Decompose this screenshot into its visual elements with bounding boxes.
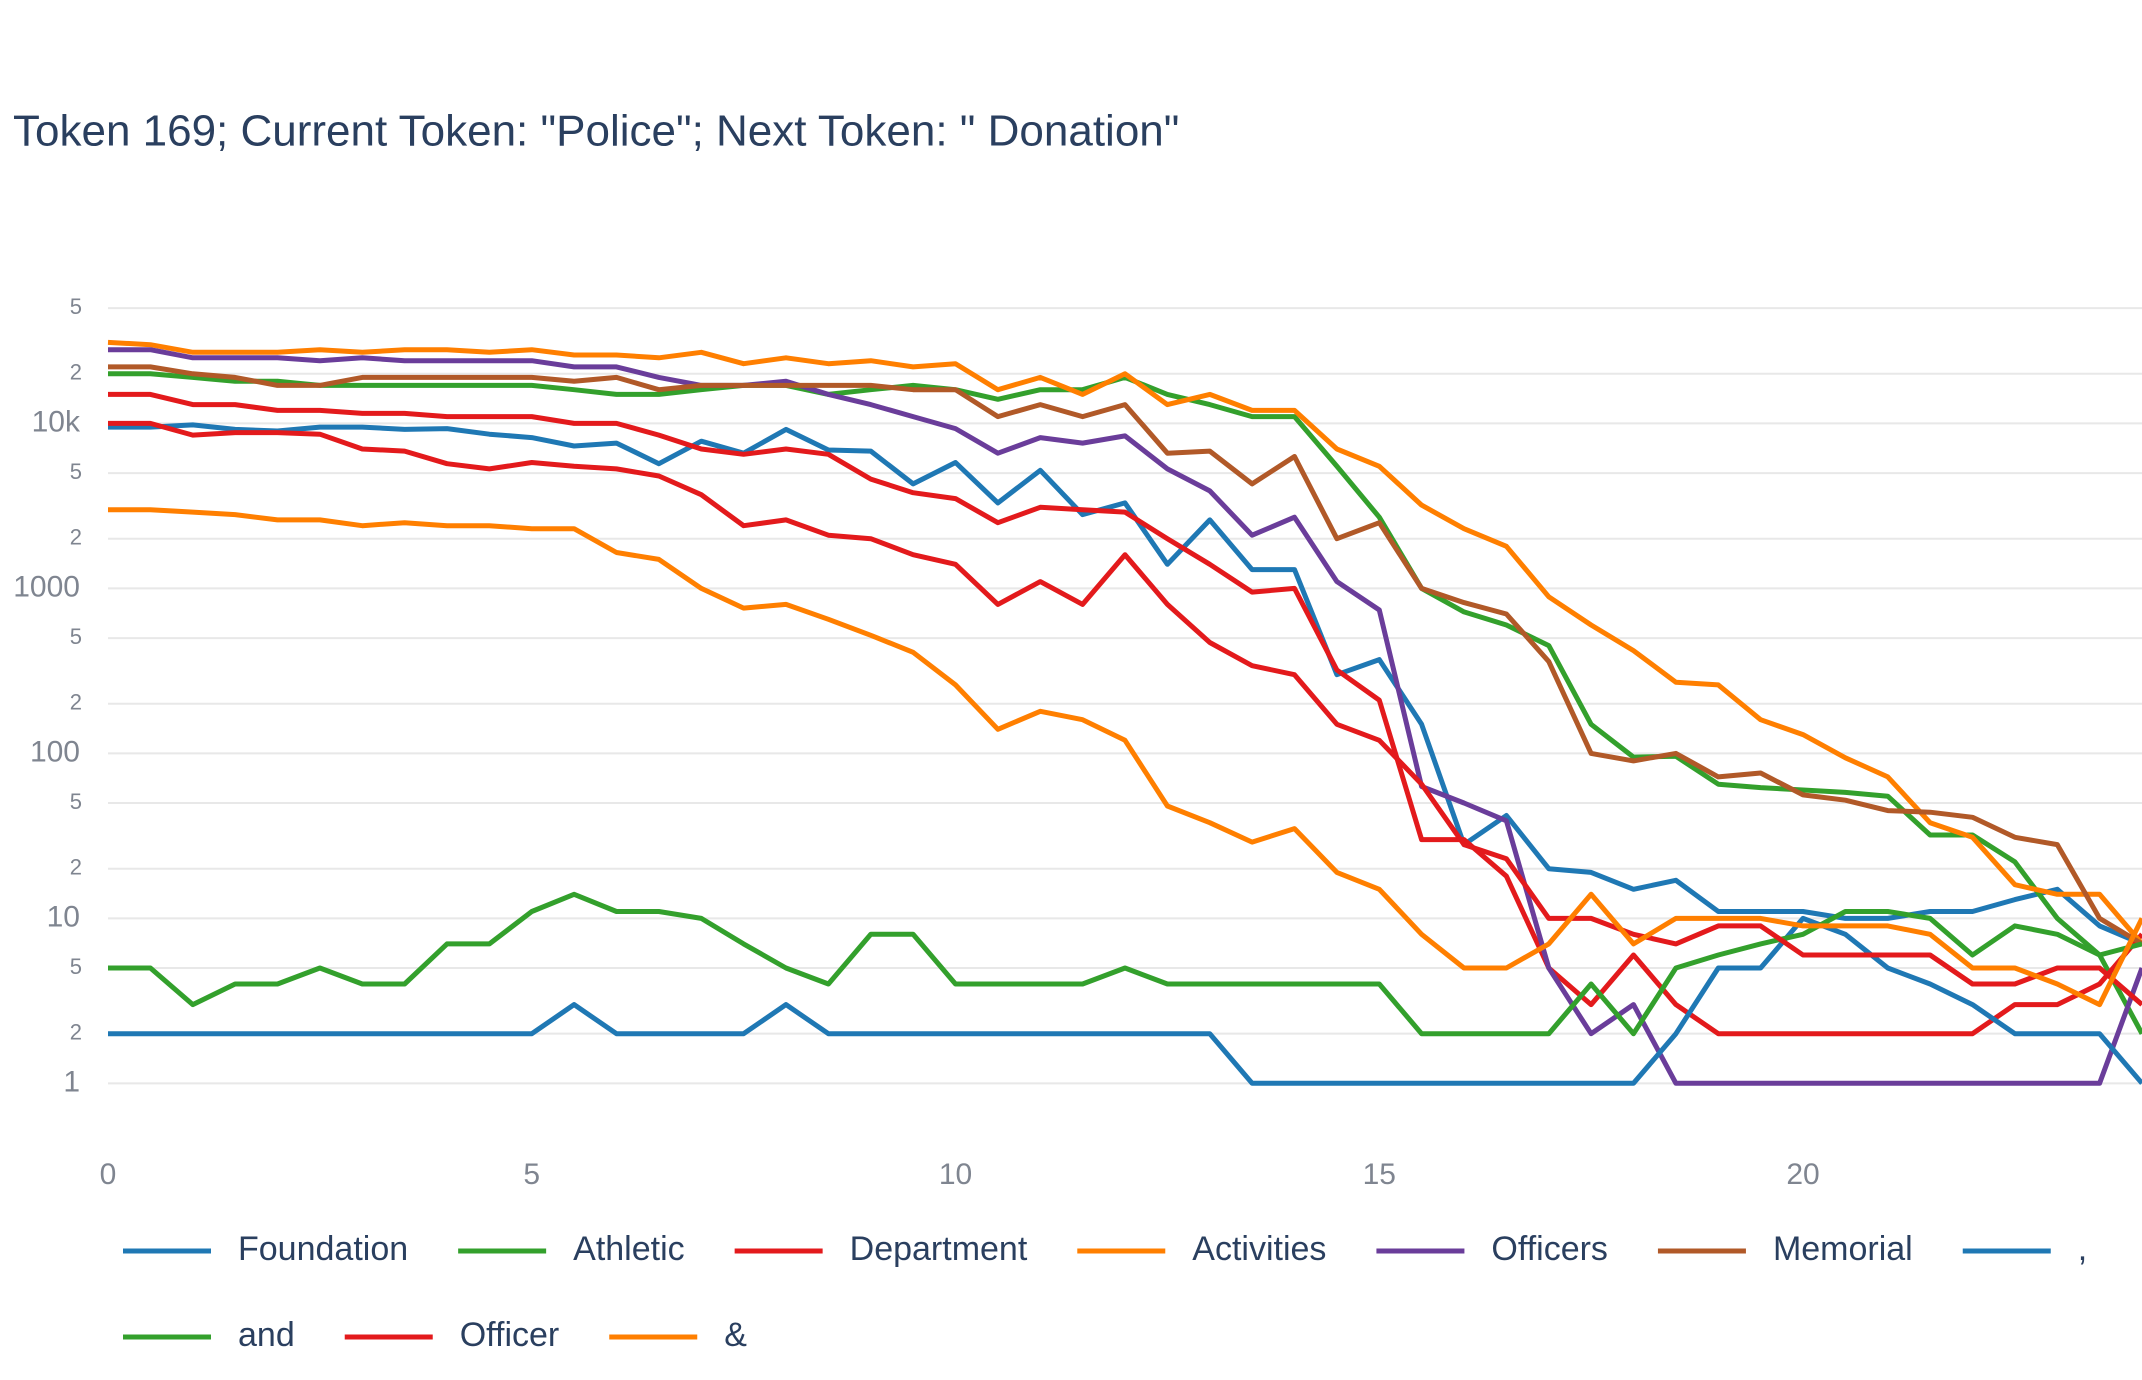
series-line bbox=[108, 422, 2142, 947]
legend-label: Officers bbox=[1491, 1230, 1608, 1268]
series-line bbox=[108, 371, 2142, 1035]
legend-item[interactable]: and bbox=[123, 1316, 295, 1354]
series-line bbox=[108, 420, 2142, 1007]
y-tick-label: 5 bbox=[70, 294, 82, 319]
series-line bbox=[108, 364, 2142, 947]
legend-item[interactable]: & bbox=[609, 1316, 747, 1354]
x-tick-label: 10 bbox=[939, 1158, 972, 1191]
legend-item[interactable]: Department bbox=[734, 1230, 1028, 1268]
y-tick-label: 2 bbox=[70, 360, 82, 385]
y-tick-label: 2 bbox=[70, 1019, 82, 1044]
y-tick-label: 10k bbox=[32, 405, 81, 438]
y-tick-label: 1 bbox=[63, 1065, 80, 1098]
series-line bbox=[108, 347, 2142, 1086]
legend-item[interactable]: Officers bbox=[1376, 1230, 1608, 1268]
x-tick-label: 5 bbox=[523, 1158, 540, 1191]
series-line bbox=[107, 339, 2142, 946]
y-tick-label: 5 bbox=[70, 624, 82, 649]
legend-label: Foundation bbox=[238, 1230, 408, 1268]
legend-label: Officer bbox=[460, 1316, 560, 1354]
y-tick-label: 1000 bbox=[13, 570, 80, 603]
series-line bbox=[108, 891, 2142, 1037]
legend-label: & bbox=[724, 1316, 747, 1354]
legend-label: Memorial bbox=[1773, 1230, 1913, 1268]
legend-item[interactable]: Memorial bbox=[1657, 1230, 1913, 1268]
legend-item[interactable]: Foundation bbox=[123, 1230, 408, 1268]
y-tick-label: 10 bbox=[47, 900, 80, 933]
legend-item[interactable]: Athletic bbox=[458, 1230, 685, 1268]
legend-label: and bbox=[238, 1316, 295, 1354]
y-tick-label: 2 bbox=[70, 855, 82, 880]
y-tick-label: 5 bbox=[70, 789, 82, 814]
legend-item[interactable]: Officer bbox=[344, 1316, 560, 1354]
series-line bbox=[108, 391, 2142, 1037]
y-tick-label: 5 bbox=[70, 954, 82, 979]
chart-title: Token 169; Current Token: "Police"; Next… bbox=[13, 107, 1179, 156]
x-tick-label: 0 bbox=[100, 1158, 117, 1191]
y-tick-label: 5 bbox=[70, 459, 82, 484]
y-tick-label: 100 bbox=[30, 735, 80, 768]
legend-item[interactable]: Activities bbox=[1077, 1230, 1326, 1268]
legend-label: Activities bbox=[1192, 1230, 1326, 1268]
legend-item[interactable]: , bbox=[1962, 1230, 2087, 1268]
series-line bbox=[108, 915, 2142, 1086]
legend-label: Athletic bbox=[573, 1230, 685, 1268]
legend-label: Department bbox=[850, 1230, 1028, 1268]
series-line bbox=[108, 507, 2142, 1008]
y-tick-label: 2 bbox=[70, 525, 82, 550]
legend-label: , bbox=[2078, 1230, 2087, 1268]
x-tick-label: 15 bbox=[1363, 1158, 1396, 1191]
x-tick-label: 20 bbox=[1786, 1158, 1819, 1191]
y-tick-label: 2 bbox=[70, 690, 82, 715]
